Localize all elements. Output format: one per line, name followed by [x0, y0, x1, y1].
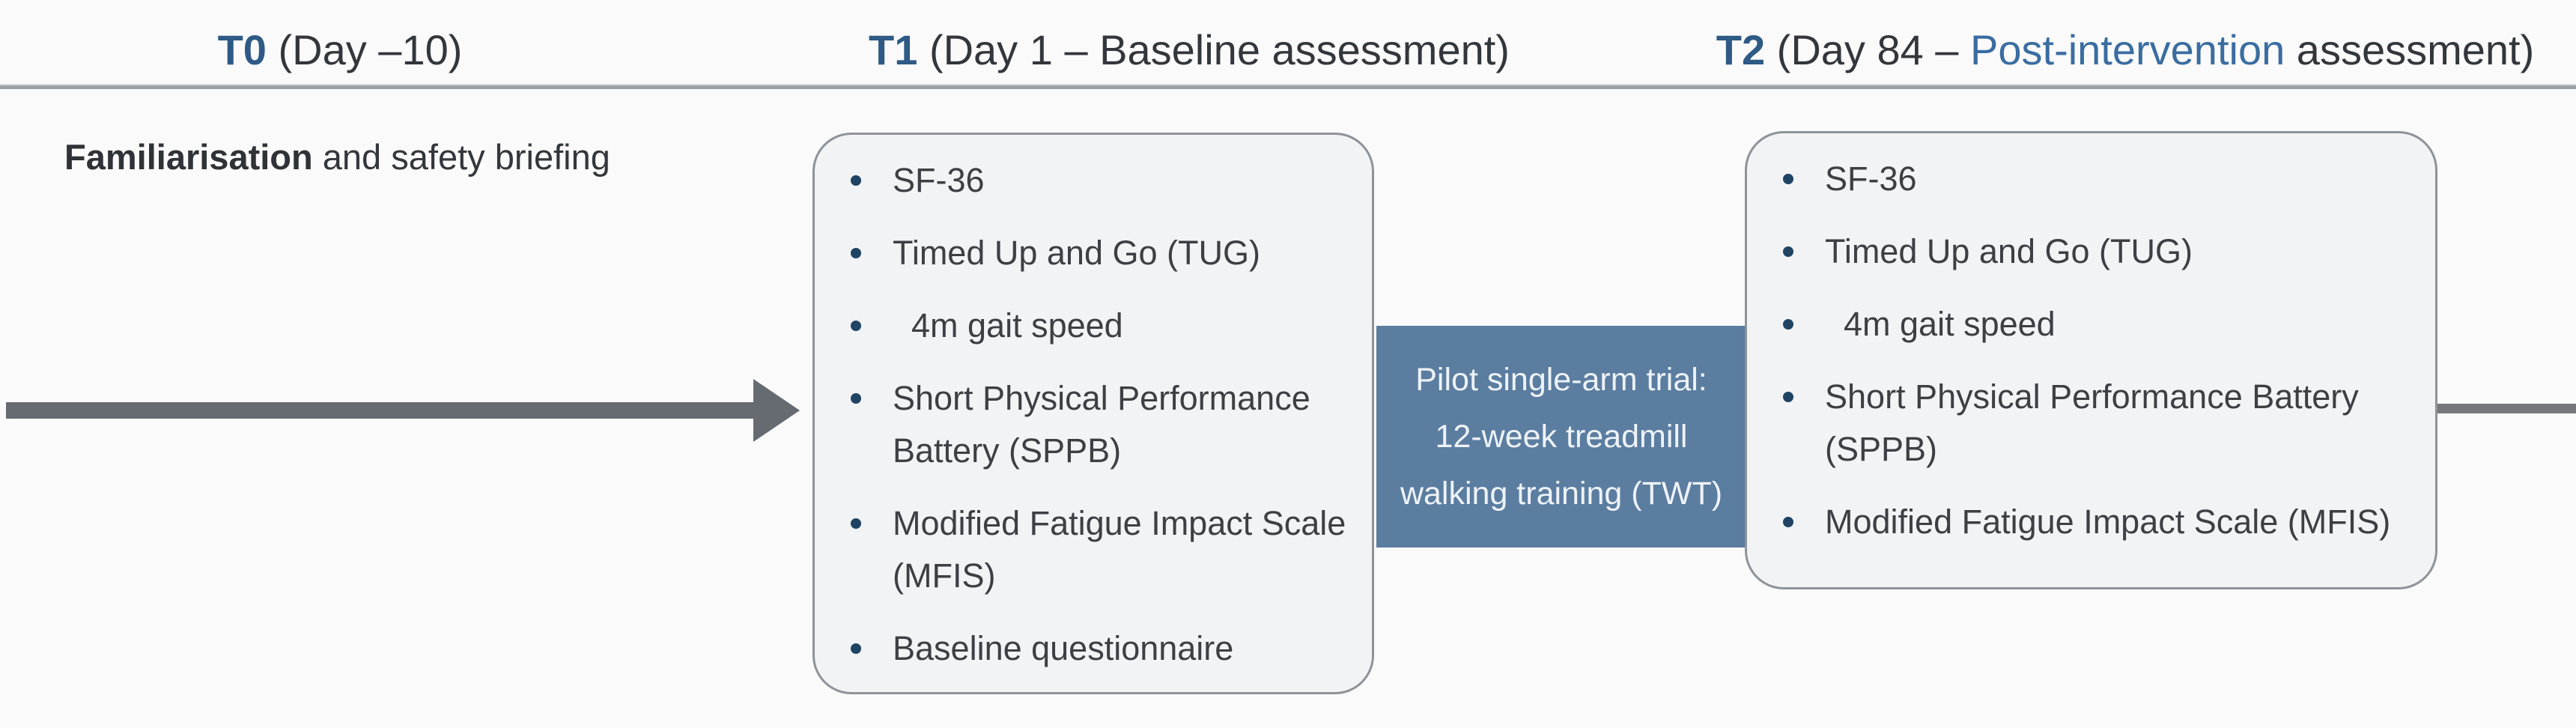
- list-item: Baseline questionnaire: [849, 622, 1358, 675]
- bullet-icon: [851, 518, 861, 529]
- post-intervention-assessment-box: SF-36 Timed Up and Go (TUG) 4m gait spee…: [1745, 131, 2437, 589]
- list-item: 4m gait speed: [849, 300, 1358, 352]
- post-intervention-assessment-list: SF-36 Timed Up and Go (TUG) 4m gait spee…: [1747, 133, 2435, 548]
- timepoint-detail-t1: (Day 1 – Baseline assessment): [917, 26, 1510, 73]
- timepoint-detail-t0: (Day –10): [266, 26, 463, 73]
- timeline-arrow-shaft: [6, 402, 755, 419]
- list-item: Short Physical Performance Battery (SPPB…: [849, 372, 1358, 477]
- bullet-icon: [1783, 246, 1793, 257]
- timepoint-detail-t2-post: assessment): [2285, 26, 2535, 73]
- list-item-label: Short Physical Performance Battery (SPPB…: [1825, 377, 2359, 468]
- timepoint-detail-t2-highlight: Post-intervention: [1970, 26, 2285, 73]
- timepoint-label-t2: T2: [1716, 26, 1766, 73]
- bullet-icon: [1783, 174, 1793, 184]
- timepoint-header-t2: T2 (Day 84 – Post-intervention assessmen…: [1713, 25, 2537, 75]
- list-item: 4m gait speed: [1781, 298, 2422, 351]
- intervention-box-label: Pilot single-arm trial: 12-week treadmil…: [1400, 362, 1723, 512]
- list-item: Short Physical Performance Battery (SPPB…: [1781, 371, 2422, 476]
- list-item-label: Modified Fatigue Impact Scale (MFIS): [893, 504, 1346, 595]
- list-item: SF-36: [849, 154, 1358, 207]
- bullet-icon: [851, 248, 861, 258]
- timeline-arrow-head-icon: [753, 379, 800, 442]
- list-item-label: Timed Up and Go (TUG): [893, 234, 1260, 272]
- timepoint-detail-t2-pre: (Day 84 –: [1765, 26, 1971, 73]
- baseline-assessment-list: SF-36 Timed Up and Go (TUG) 4m gait spee…: [815, 135, 1372, 675]
- baseline-assessment-box: SF-36 Timed Up and Go (TUG) 4m gait spee…: [812, 133, 1374, 694]
- bullet-icon: [851, 643, 861, 654]
- bullet-icon: [851, 393, 861, 404]
- timepoint-label-t0: T0: [217, 26, 267, 73]
- intervention-box: Pilot single-arm trial: 12-week treadmil…: [1376, 326, 1746, 547]
- familiarisation-note: Familiarisation and safety briefing: [64, 136, 610, 178]
- familiarisation-note-bold: Familiarisation: [64, 137, 313, 177]
- list-item-label: 4m gait speed: [893, 306, 1123, 345]
- timepoint-header-t1: T1 (Day 1 – Baseline assessment): [852, 25, 1526, 75]
- list-item-label: Baseline questionnaire: [893, 629, 1234, 667]
- bullet-icon: [851, 175, 861, 186]
- bullet-icon: [851, 321, 861, 331]
- bullet-icon: [1783, 319, 1793, 330]
- list-item-label: Modified Fatigue Impact Scale (MFIS): [1825, 503, 2391, 541]
- timepoint-header-t0: T0 (Day –10): [78, 25, 602, 75]
- list-item-label: Short Physical Performance Battery (SPPB…: [893, 379, 1310, 470]
- list-item-label: SF-36: [1825, 160, 1917, 198]
- timepoint-label-t1: T1: [869, 26, 918, 73]
- list-item-label: 4m gait speed: [1825, 305, 2056, 343]
- list-item-label: SF-36: [893, 161, 985, 199]
- familiarisation-note-rest: and safety briefing: [312, 137, 610, 177]
- list-item-label: Timed Up and Go (TUG): [1825, 232, 2193, 270]
- header-divider-line: [0, 84, 2576, 89]
- bullet-icon: [1783, 392, 1793, 402]
- list-item: Timed Up and Go (TUG): [849, 227, 1358, 279]
- list-item: Timed Up and Go (TUG): [1781, 225, 2422, 278]
- list-item: SF-36: [1781, 153, 2422, 205]
- list-item: Modified Fatigue Impact Scale (MFIS): [849, 497, 1358, 602]
- bullet-icon: [1783, 517, 1793, 527]
- list-item: Modified Fatigue Impact Scale (MFIS): [1781, 496, 2422, 548]
- timeline-line-continuation: [2429, 404, 2576, 413]
